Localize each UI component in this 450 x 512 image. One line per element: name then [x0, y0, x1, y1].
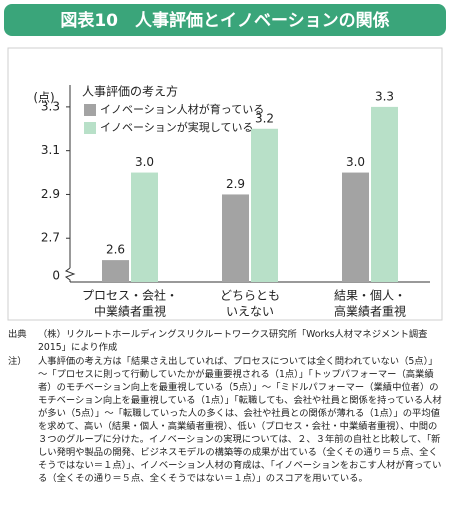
note-row: 注） 人事評価の考え方は「結果さえ出していれば、プロセスについては全く問われていな… — [8, 355, 444, 485]
bar — [342, 172, 369, 282]
x-tick-label: どちらとも — [220, 289, 280, 303]
legend-label: イノベーションが実現している — [100, 120, 253, 134]
source-label: 出典 — [8, 329, 27, 340]
note: 人事評価の考え方は「結果さえ出していれば、プロセスについては全く問われていない（… — [38, 356, 442, 484]
legend-swatch — [84, 104, 96, 116]
chart-title: 図表10 人事評価とイノベーションの関係 — [60, 10, 389, 31]
bar — [222, 194, 249, 282]
x-tick-label: 結果・個人・ — [334, 289, 406, 303]
legend-label: イノベーション人材が育っている — [100, 102, 264, 116]
chart: 図表10 人事評価とイノベーションの関係 (点) 人事評価の考え方 0 2.7 2.… — [4, 4, 446, 321]
bar — [371, 106, 398, 282]
x-tick-label: 中業績者重視 — [94, 304, 166, 319]
legend-title: 人事評価の考え方 — [82, 84, 178, 99]
header-bar — [4, 4, 446, 36]
x-tick-label: 高業績者重視 — [334, 304, 406, 319]
value-label: 3.0 — [135, 155, 154, 169]
bar — [131, 172, 158, 282]
y-tick-label: 2.7 — [41, 231, 60, 245]
notes: 出典 （株）リクルートホールディングスリクルートワークス研究所「Works人材マネ… — [8, 328, 444, 486]
value-label: 3.0 — [346, 155, 365, 169]
value-label: 2.9 — [226, 177, 245, 191]
x-tick-label: プロセス・会社・ — [82, 288, 178, 303]
value-label: 3.2 — [255, 111, 274, 125]
y-tick-label: 3.1 — [41, 143, 60, 157]
bar — [102, 260, 129, 282]
value-label: 2.6 — [106, 243, 125, 257]
source-row: 出典 （株）リクルートホールディングスリクルートワークス研究所「Works人材マネ… — [8, 328, 444, 354]
source: （株）リクルートホールディングスリクルートワークス研究所「Works人材マネジメ… — [38, 329, 428, 353]
bar — [251, 128, 278, 282]
chart-frame — [7, 47, 443, 321]
value-label: 3.3 — [375, 89, 394, 103]
axis-break-label: 0 — [52, 269, 60, 283]
x-tick-label: いえない — [226, 305, 274, 319]
y-unit: (点) — [33, 91, 54, 105]
y-tick-label: 3.3 — [41, 99, 60, 113]
y-tick-label: 2.9 — [41, 187, 60, 201]
axis-break — [64, 267, 76, 282]
legend-swatch — [84, 122, 96, 134]
note-label: 注） — [8, 356, 27, 367]
